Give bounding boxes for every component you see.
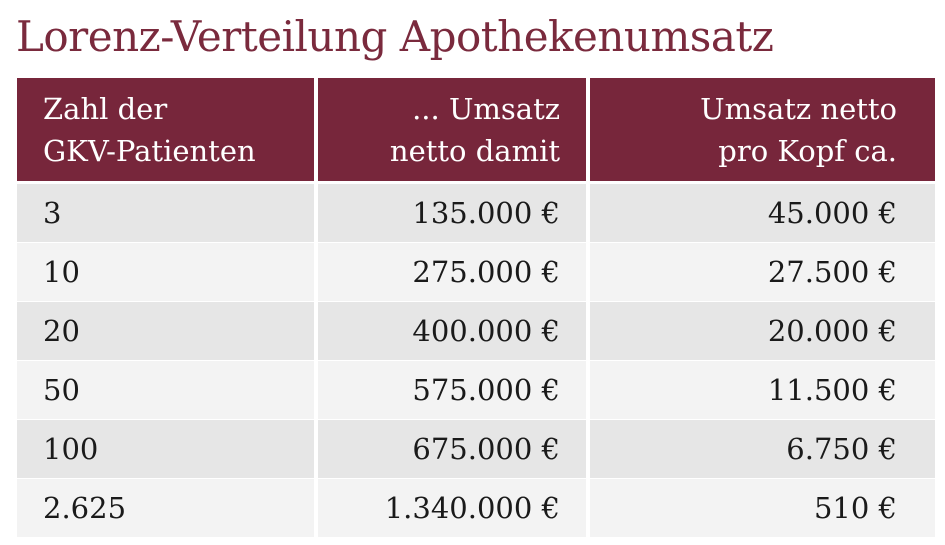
table-row: 50 575.000 € 11.500 € — [17, 361, 935, 420]
column-header-line: pro Kopf ca. — [718, 133, 897, 168]
cell-per-capita: 6.750 € — [590, 420, 935, 479]
cell-per-capita: 45.000 € — [590, 184, 935, 243]
page-title: Lorenz-Verteilung Apothekenumsatz — [16, 12, 774, 61]
column-header-revenue: ... Umsatz netto damit — [318, 78, 590, 184]
cell-patients: 10 — [17, 243, 318, 302]
column-header-patients: Zahl der GKV-Patienten — [17, 78, 318, 184]
table-row: 100 675.000 € 6.750 € — [17, 420, 935, 479]
cell-revenue: 275.000 € — [318, 243, 590, 302]
cell-patients: 3 — [17, 184, 318, 243]
cell-patients: 50 — [17, 361, 318, 420]
column-header-line: GKV-Patienten — [43, 133, 256, 168]
cell-per-capita: 510 € — [590, 479, 935, 538]
column-header-line: ... Umsatz — [412, 91, 560, 126]
table-row: 20 400.000 € 20.000 € — [17, 302, 935, 361]
cell-patients: 2.625 — [17, 479, 318, 538]
column-header-line: Zahl der — [43, 91, 168, 126]
cell-patients: 20 — [17, 302, 318, 361]
column-header-line: Umsatz netto — [700, 91, 897, 126]
column-header-line: netto damit — [389, 133, 560, 168]
table-row: 3 135.000 € 45.000 € — [17, 184, 935, 243]
cell-revenue: 1.340.000 € — [318, 479, 590, 538]
cell-per-capita: 11.500 € — [590, 361, 935, 420]
table-header-row: Zahl der GKV-Patienten ... Umsatz netto … — [17, 78, 935, 184]
cell-revenue: 135.000 € — [318, 184, 590, 243]
cell-per-capita: 20.000 € — [590, 302, 935, 361]
cell-revenue: 575.000 € — [318, 361, 590, 420]
cell-revenue: 675.000 € — [318, 420, 590, 479]
cell-patients: 100 — [17, 420, 318, 479]
column-header-per-capita: Umsatz netto pro Kopf ca. — [590, 78, 935, 184]
cell-revenue: 400.000 € — [318, 302, 590, 361]
table-row: 10 275.000 € 27.500 € — [17, 243, 935, 302]
revenue-distribution-table: Zahl der GKV-Patienten ... Umsatz netto … — [17, 78, 935, 538]
table-row: 2.625 1.340.000 € 510 € — [17, 479, 935, 538]
cell-per-capita: 27.500 € — [590, 243, 935, 302]
